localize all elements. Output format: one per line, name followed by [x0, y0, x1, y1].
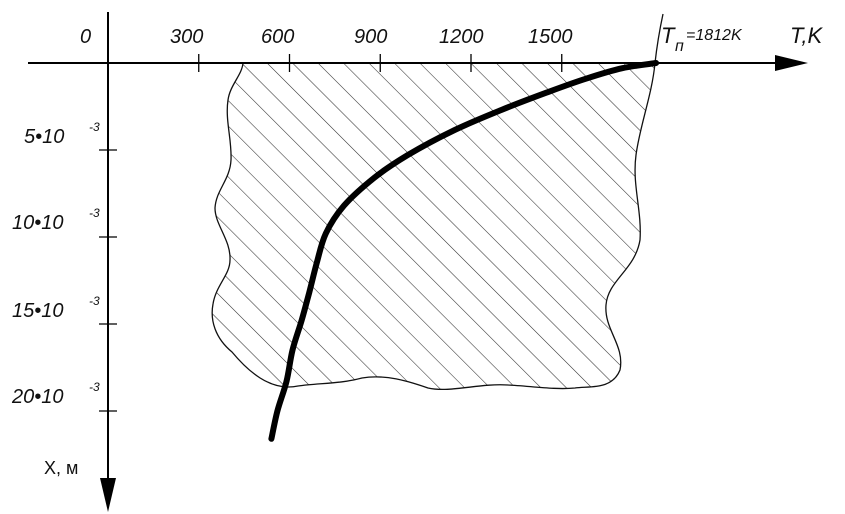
annotation-main: T — [661, 23, 676, 48]
hatched-region — [211, 13, 664, 391]
svg-text:-3: -3 — [89, 294, 100, 308]
x-axis-title: T,K — [790, 23, 824, 48]
origin-label: 0 — [80, 26, 91, 48]
y-tick-label-5e-3: 5•10 -3 — [24, 120, 100, 148]
svg-text:-3: -3 — [89, 120, 100, 134]
svg-text:п: п — [675, 38, 684, 55]
svg-text:=1812K: =1812K — [686, 27, 743, 44]
svg-text:15•10: 15•10 — [12, 300, 64, 322]
y-tick-label-15e-3: 15•10 -3 — [12, 294, 100, 322]
x-tick-label-1200: 1200 — [439, 26, 484, 48]
annotation-rest: =1812K — [686, 27, 743, 44]
x-tick-label-900: 900 — [354, 26, 387, 48]
y-tick-label-20e-3: 20•10 -3 — [11, 380, 100, 408]
melting-point-annotation: T п =1812K — [661, 23, 743, 55]
x-tick-marks — [198, 54, 563, 72]
y-axis-arrow — [100, 478, 116, 512]
y-tick-marks — [99, 149, 117, 412]
svg-text:20•10: 20•10 — [11, 386, 64, 408]
y-tick-label-10e-3: 10•10 -3 — [12, 206, 100, 234]
x-tick-label-300: 300 — [170, 26, 203, 48]
x-tick-label-600: 600 — [261, 26, 294, 48]
x-tick-label-1500: 1500 — [528, 26, 573, 48]
y-axis-title: X, м — [44, 458, 78, 478]
series-line-temperature — [268, 60, 660, 442]
svg-text:T: T — [661, 23, 676, 48]
svg-text:-3: -3 — [89, 206, 100, 220]
x-axis-arrow — [775, 55, 808, 71]
annotation-subscript: п — [675, 38, 684, 55]
svg-text:-3: -3 — [89, 380, 100, 394]
svg-text:5•10: 5•10 — [24, 126, 64, 148]
svg-text:10•10: 10•10 — [12, 212, 64, 234]
